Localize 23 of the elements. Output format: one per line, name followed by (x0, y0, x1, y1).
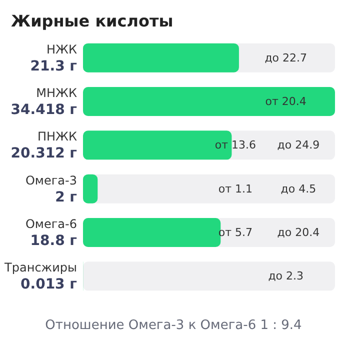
text: Отношение Омега-3 к Омега-6 1 : 9.4 (45, 318, 302, 333)
annotation: до 20.4 (277, 226, 320, 239)
data-label: 18.8 г (30, 233, 77, 249)
y-tick-label: Омега-6 (25, 217, 77, 231)
y-tick-label: МНЖК (36, 86, 78, 100)
data-label: 34.418 г (10, 102, 77, 118)
annotation: от 13.6 (214, 138, 256, 152)
y-tick-label: Омега-3 (25, 173, 77, 188)
chart-title: Жирные кислоты (11, 12, 174, 30)
annotation: до 2.3 (268, 270, 304, 283)
annotation: до 24.9 (277, 138, 320, 152)
data-label: 0.013 г (20, 276, 77, 293)
annotation: от 1.1 (218, 182, 253, 196)
annotation: от 20.4 (265, 95, 306, 108)
y-tick-label: ПНЖК (38, 130, 78, 144)
data-label: 21.3 г (30, 58, 77, 74)
data-label: 2 г (55, 189, 77, 206)
bar (83, 174, 98, 204)
annotation: до 22.7 (264, 51, 308, 64)
y-tick-label: НЖК (46, 42, 78, 56)
annotation: до 4.5 (280, 182, 316, 196)
data-label: 20.312 г (10, 146, 77, 162)
y-tick-label: Трансжиры (4, 260, 77, 275)
